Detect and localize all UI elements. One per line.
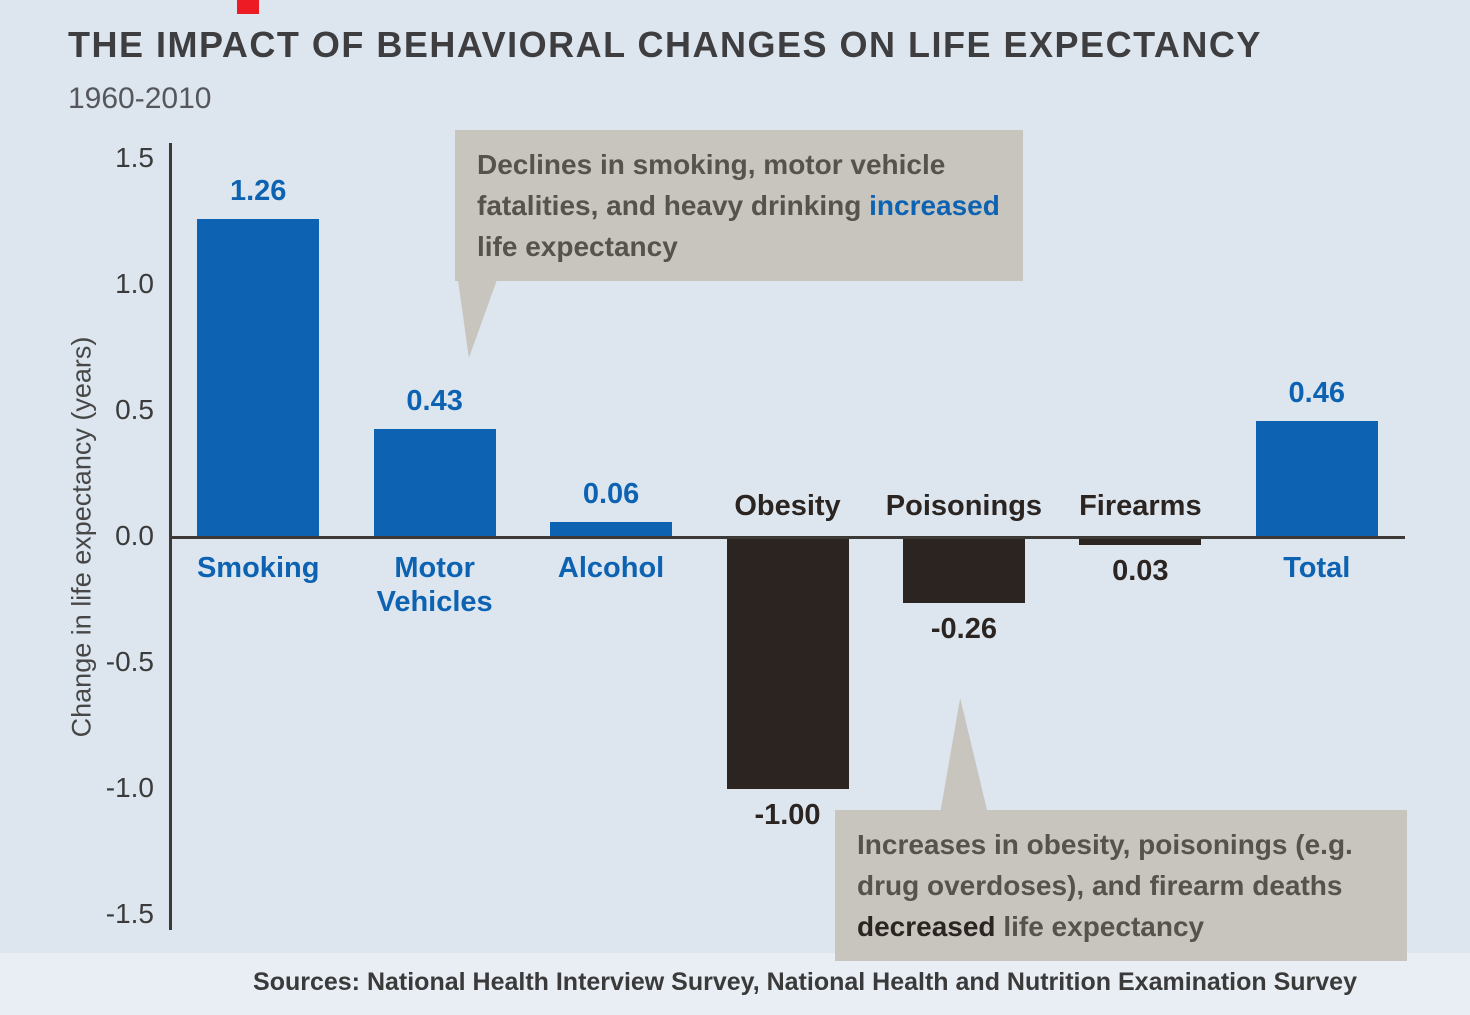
- y-tick-label: 0.0: [115, 520, 154, 551]
- bar-motor-vehicles: [373, 429, 496, 537]
- bar-total: [1255, 421, 1378, 537]
- y-tick-label: 0.5: [115, 394, 154, 425]
- annotation-top-highlight: increased: [869, 190, 1000, 221]
- y-tick-label: 1.5: [115, 142, 154, 173]
- footer-band: [0, 953, 1470, 1015]
- bar-value-label-poisonings: -0.26: [930, 613, 997, 645]
- bar-category-label-total: Total: [1283, 552, 1351, 584]
- y-tick-label: 1.0: [115, 268, 154, 299]
- bar-value-label-total: 0.46: [1288, 377, 1346, 409]
- annotation-bottom-highlight: decreased: [857, 911, 996, 942]
- bar-value-label-motor-vehicles: 0.43: [406, 385, 463, 417]
- bar-obesity: [726, 537, 849, 789]
- chart-title: THE IMPACT OF BEHAVIORAL CHANGES ON LIFE…: [68, 24, 1262, 65]
- annotation-top: Declines in smoking, motor vehicle fatal…: [455, 130, 1023, 281]
- annotation-bottom-text: Increases in obesity, poisonings (e.g. d…: [857, 829, 1353, 901]
- bar-category-label-firearms: Firearms: [1079, 490, 1202, 522]
- zero-baseline: [170, 536, 1405, 539]
- bar-value-label-obesity: -1.00: [754, 799, 821, 831]
- brand-mark: [237, 0, 259, 14]
- y-tick-label: -1.5: [105, 898, 154, 929]
- bar-category-label-motor-vehicles: Motor Vehicles: [376, 552, 493, 618]
- sources-text: Sources: National Health Interview Surve…: [253, 968, 1357, 996]
- y-tick-label: -1.0: [105, 772, 154, 803]
- bar-alcohol: [550, 522, 673, 537]
- bar-category-label-alcohol: Alcohol: [557, 552, 665, 584]
- bar-category-label-smoking: Smoking: [196, 552, 320, 584]
- annotation-bottom-text-after: life expectancy: [995, 911, 1205, 942]
- bar-smoking: [197, 219, 320, 537]
- annotation-top-text-after: life expectancy: [477, 231, 678, 262]
- chart-subtitle: 1960-2010: [68, 82, 212, 115]
- y-tick-label: -0.5: [105, 646, 154, 677]
- annotation-top-text: Declines in smoking, motor vehicle fatal…: [477, 149, 946, 221]
- bar-poisonings: [902, 537, 1025, 603]
- bar-value-label-alcohol: 0.06: [582, 478, 640, 510]
- bar-value-label-smoking: 1.26: [229, 175, 287, 207]
- bar-category-label-obesity: Obesity: [734, 490, 841, 522]
- bar-value-label-firearms: 0.03: [1112, 555, 1169, 587]
- annotation-bottom: Increases in obesity, poisonings (e.g. d…: [835, 810, 1407, 961]
- annotation-bottom-pointer: [940, 698, 988, 814]
- bar-category-label-poisonings: Poisonings: [885, 490, 1043, 522]
- bar-firearms: [1079, 537, 1202, 545]
